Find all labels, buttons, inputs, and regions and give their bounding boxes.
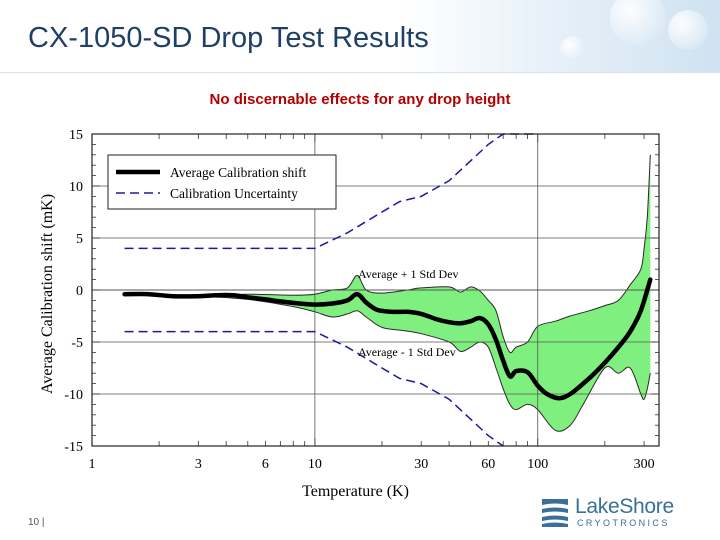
uncertainty-upper-line <box>124 133 538 250</box>
decorative-bubble <box>560 36 586 62</box>
decorative-bubble <box>668 10 708 50</box>
x-tick-label: 3 <box>195 457 202 472</box>
calibration-shift-chart: 1 3 6 10 30 60 100 300 15 10 5 0 -5 -10 -15 Temperature… <box>39 128 660 500</box>
annotation-plus-std-dev: Average + 1 Std Dev <box>358 267 459 281</box>
logo-name: LakeShore <box>575 495 674 518</box>
y-tick-label: 0 <box>76 284 83 299</box>
slide-title: CX-1050-SD Drop Test Results <box>28 22 429 54</box>
y-tick-label: 10 <box>69 180 83 195</box>
x-axis-label: Temperature (K) <box>302 483 409 500</box>
annotation-minus-std-dev: Average - 1 Std Dev <box>358 345 456 359</box>
decorative-bubble <box>610 0 666 46</box>
x-tick-label: 10 <box>308 457 322 472</box>
y-tick-label: 5 <box>76 232 83 247</box>
y-tick-label: -15 <box>64 440 83 455</box>
plot-frame <box>91 133 660 447</box>
logo-mark-icon <box>542 499 568 527</box>
y-axis-label: Average Calibration shift (mK) <box>39 194 56 394</box>
company-logo: LakeShore CRYOTRONICS <box>542 495 712 529</box>
page-number: 10 | <box>28 517 45 528</box>
x-tick-label: 6 <box>262 457 269 472</box>
legend: Average Calibration shift Calibration Unc… <box>107 154 337 210</box>
legend-entry: Calibration Uncertainty <box>170 186 298 201</box>
uncertainty-lower-line <box>124 330 504 447</box>
logo-subtitle: CRYOTRONICS <box>577 518 670 528</box>
average-calibration-shift-line <box>122 277 653 401</box>
x-tick-label: 30 <box>414 457 428 472</box>
slide-header: CX-1050-SD Drop Test Results <box>0 0 720 73</box>
y-tick-label: 15 <box>69 128 83 143</box>
x-tick-label: 1 <box>89 457 96 472</box>
x-tick-label: 300 <box>634 457 655 472</box>
chart-subtitle: No discernable effects for any drop heig… <box>209 91 511 108</box>
lower-std-dev-line <box>124 293 651 432</box>
x-tick-label: 100 <box>527 457 548 472</box>
x-tick-label: 60 <box>481 457 495 472</box>
legend-entry: Average Calibration shift <box>170 165 306 180</box>
y-tick-label: -5 <box>71 336 83 351</box>
legend-box <box>107 154 337 210</box>
y-tick-label: -10 <box>64 388 83 403</box>
